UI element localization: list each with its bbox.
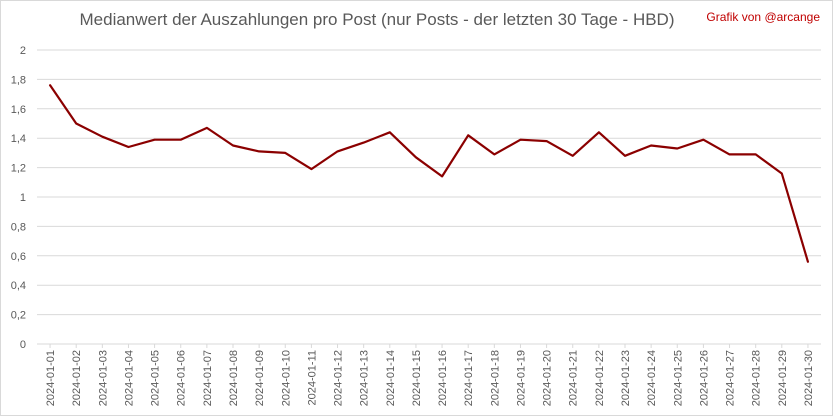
- x-tick-label: 2024-01-04: [123, 350, 135, 406]
- x-tick-label: 2024-01-02: [71, 350, 83, 406]
- y-tick-label: 0,2: [11, 310, 26, 322]
- x-tick-label: 2024-01-12: [333, 350, 345, 406]
- x-tick-label: 2024-01-29: [777, 350, 789, 406]
- x-tick-label: 2024-01-30: [803, 350, 815, 406]
- x-tick-label: 2024-01-01: [45, 350, 57, 406]
- x-tick-label: 2024-01-21: [568, 350, 580, 406]
- x-tick-label: 2024-01-09: [254, 350, 266, 406]
- y-tick-label: 2: [20, 45, 26, 57]
- x-tick-label: 2024-01-13: [359, 350, 371, 406]
- x-tick-label: 2024-01-11: [306, 350, 318, 405]
- y-tick-label: 0: [20, 339, 26, 351]
- x-tick-label: 2024-01-28: [751, 350, 763, 406]
- y-tick-label: 0,4: [11, 280, 26, 292]
- y-tick-label: 1: [20, 192, 26, 204]
- y-tick-label: 1,2: [11, 163, 26, 175]
- y-tick-label: 1,6: [11, 104, 26, 116]
- x-tick-label: 2024-01-17: [463, 350, 475, 406]
- x-tick-label: 2024-01-10: [280, 350, 292, 406]
- x-tick-label: 2024-01-16: [437, 350, 449, 406]
- x-tick-label: 2024-01-18: [489, 350, 501, 406]
- y-tick-label: 1,8: [11, 74, 26, 86]
- x-tick-label: 2024-01-05: [150, 350, 162, 406]
- chart-credit: Grafik von @arcange: [706, 10, 820, 24]
- x-tick-label: 2024-01-03: [97, 350, 109, 406]
- x-tick-label: 2024-01-23: [620, 350, 632, 406]
- y-tick-label: 1,4: [11, 133, 26, 145]
- x-tick-label: 2024-01-06: [176, 350, 188, 406]
- x-tick-label: 2024-01-25: [672, 350, 684, 406]
- x-tick-label: 2024-01-15: [411, 350, 423, 406]
- x-tick-label: 2024-01-20: [542, 350, 554, 406]
- y-tick-label: 0,8: [11, 221, 26, 233]
- x-tick-label: 2024-01-08: [228, 350, 240, 406]
- x-tick-label: 2024-01-07: [202, 350, 214, 406]
- y-tick-label: 0,6: [11, 251, 26, 263]
- chart-title: Medianwert der Auszahlungen pro Post (nu…: [79, 10, 675, 29]
- x-tick-label: 2024-01-26: [698, 350, 710, 406]
- x-tick-label: 2024-01-22: [594, 350, 606, 406]
- series-line: [48, 84, 810, 263]
- x-tick-label: 2024-01-19: [515, 350, 527, 406]
- x-tick-label: 2024-01-14: [385, 350, 397, 406]
- x-tick-label: 2024-01-24: [646, 350, 658, 406]
- x-tick-label: 2024-01-27: [725, 350, 737, 406]
